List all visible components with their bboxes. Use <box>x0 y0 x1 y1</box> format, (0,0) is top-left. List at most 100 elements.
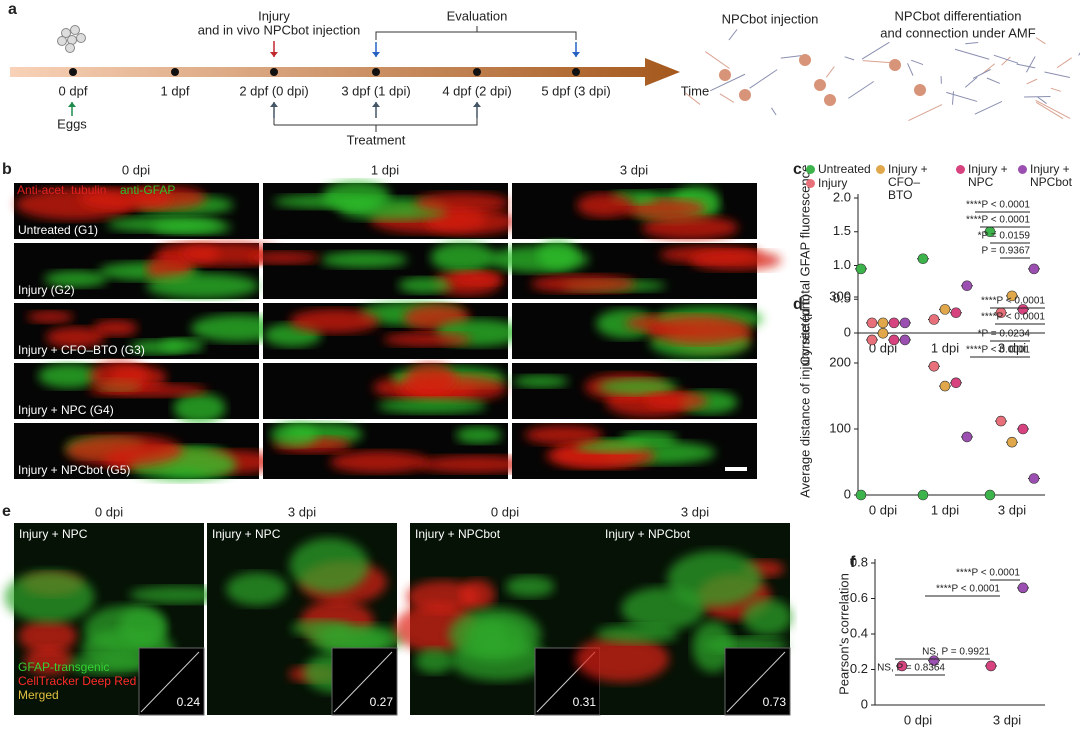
data-point <box>961 280 973 292</box>
differentiation-label: and connection under AMF <box>880 25 1035 40</box>
data-point <box>985 660 997 672</box>
y-tick-label: 1.5 <box>833 223 851 238</box>
neurite <box>954 48 990 60</box>
data-point <box>928 360 940 372</box>
npcbot <box>889 59 901 71</box>
channel-label: GFAP-transgenic <box>18 660 109 674</box>
correlation-value: 0.27 <box>370 695 394 709</box>
stain <box>289 308 380 334</box>
significance-label: ****P < 0.0001 <box>936 584 1000 595</box>
stain <box>398 277 452 294</box>
stain <box>460 579 496 611</box>
row-label: Injury (G2) <box>18 283 75 297</box>
column-label: 0 dpi <box>491 504 519 519</box>
group-label: Injury + NPC <box>212 527 281 541</box>
injection-label: NPCbot injection <box>722 11 819 26</box>
column-label: 1 dpi <box>371 162 399 177</box>
stain <box>190 314 285 342</box>
group-label: Injury + NPC <box>19 527 88 541</box>
inset-line <box>140 651 200 713</box>
legend-entry: Untreated <box>806 163 876 176</box>
stain <box>647 315 752 345</box>
data-point <box>939 304 951 315</box>
channel-label: CellTracker Deep Red <box>18 674 136 688</box>
stain <box>45 326 106 348</box>
group-label: Injury + NPCbot <box>605 527 691 541</box>
colocalization-inset <box>138 647 205 716</box>
neurite <box>964 76 978 88</box>
stain <box>622 198 707 219</box>
colocalization-inset <box>724 647 791 716</box>
timepoint-label: 1 dpf <box>161 83 190 98</box>
egg <box>61 28 71 38</box>
data-point <box>1017 423 1029 435</box>
neurite <box>907 63 914 76</box>
data-point <box>866 317 878 329</box>
channel-label: Merged <box>18 688 59 702</box>
data-point <box>899 317 911 329</box>
eggs-label: Eggs <box>57 116 87 131</box>
arrow-head <box>372 52 380 57</box>
x-tick-label: 1 dpi <box>931 502 959 517</box>
group-label: Injury + NPCbot <box>415 527 501 541</box>
stain <box>512 375 569 388</box>
scale-bar <box>725 467 747 471</box>
significance-label: ****P < 0.0001 <box>981 296 1045 307</box>
legend-label: Injury + NPC <box>968 162 1008 189</box>
data-point <box>877 317 889 329</box>
arrow-head <box>270 52 278 57</box>
panel-letter: a <box>8 1 17 18</box>
neurite <box>861 41 890 60</box>
stain <box>146 273 260 299</box>
data-point <box>939 380 951 392</box>
stain <box>406 580 480 614</box>
timepoint-dot <box>270 68 278 76</box>
injury-label: and in vivo NPCbot injection <box>198 22 361 37</box>
data-point <box>917 489 929 501</box>
data-point <box>1006 290 1018 302</box>
egg <box>65 43 75 53</box>
neurite <box>780 55 802 59</box>
stain <box>450 638 549 681</box>
significance-label: NS, P = 0.9921 <box>922 647 990 658</box>
correlation-value: 0.73 <box>763 695 787 709</box>
evaluation-label: Evaluation <box>447 8 508 23</box>
egg <box>57 36 67 46</box>
data-point <box>1028 263 1040 275</box>
neurite <box>993 54 1019 64</box>
data-point <box>928 314 940 325</box>
npcbot <box>914 84 926 96</box>
legend-entry: Injury + NPCbot <box>1018 163 1080 189</box>
arrow-head <box>473 102 481 107</box>
neurite <box>946 91 978 102</box>
neurite <box>1035 101 1064 120</box>
stain <box>173 392 226 424</box>
data-point <box>1006 436 1018 448</box>
neurite <box>972 68 991 79</box>
column-label: 0 dpi <box>122 162 150 177</box>
neurite <box>1026 78 1038 85</box>
npcbot <box>739 89 751 101</box>
row-label: Injury + CFO–BTO (G3) <box>18 343 145 357</box>
y-tick-label: 0 <box>861 696 868 711</box>
stain <box>129 586 229 604</box>
stain <box>455 426 502 444</box>
panel-letter: c <box>793 161 802 178</box>
column-label: 3 dpi <box>620 162 648 177</box>
stain <box>383 332 471 347</box>
data-point <box>896 660 908 672</box>
stain <box>524 425 603 445</box>
y-tick-label: 200 <box>829 354 851 369</box>
y-axis-label: Corrected total GFAP fluorescence <box>797 165 812 366</box>
data-point <box>950 377 962 389</box>
stain <box>38 363 100 389</box>
x-tick-label: 3 dpi <box>998 340 1026 355</box>
legend-entry: Injury + CFO–BTO <box>876 162 940 202</box>
npcbot <box>799 54 811 66</box>
bracket <box>273 117 478 132</box>
stain <box>742 598 793 636</box>
legend-label: Injury <box>818 176 848 190</box>
neurite <box>728 29 738 41</box>
legend-label: Injury + CFO–BTO <box>888 162 928 202</box>
